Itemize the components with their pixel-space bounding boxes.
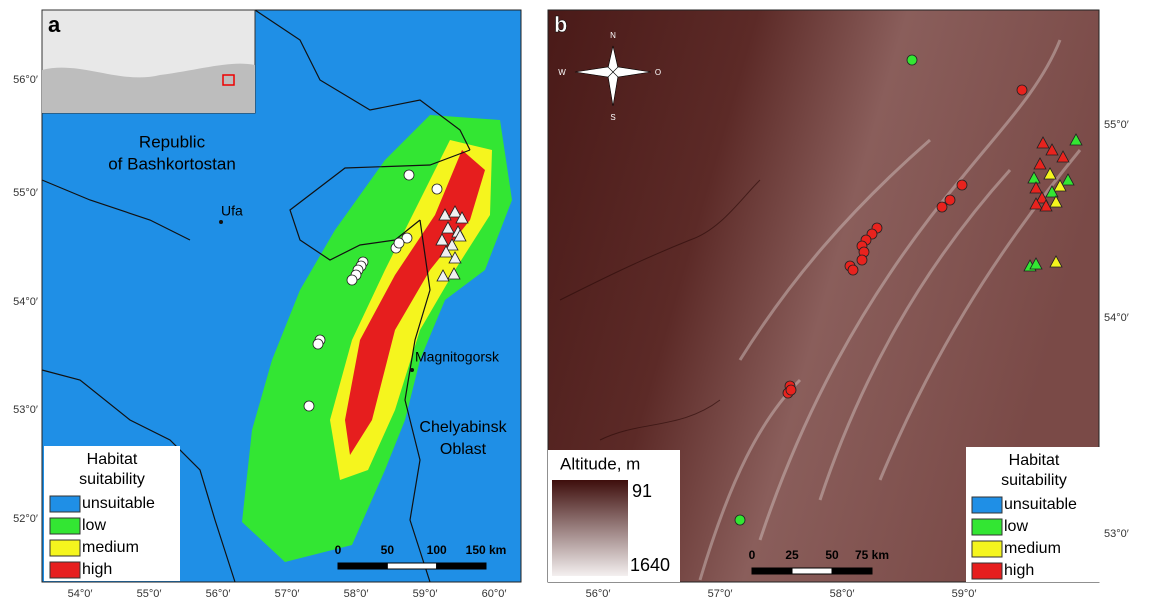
- city-dot: [219, 220, 223, 224]
- legend-swatch: [972, 497, 1002, 513]
- lat-label: 52°0′: [13, 513, 38, 525]
- city-label: Ufa: [221, 203, 243, 219]
- legend: Habitat suitability unsuitable low medium hig…: [966, 447, 1102, 582]
- circle-point: [957, 180, 967, 190]
- circle-point: [786, 385, 796, 395]
- altitude-min: 1640: [630, 555, 670, 575]
- altitude-title: Altitude, m: [560, 454, 640, 473]
- panel-label: a: [48, 12, 61, 37]
- lon-label: 55°0′: [137, 588, 162, 600]
- lon-label: 59°0′: [952, 588, 977, 600]
- lon-label: 57°0′: [275, 588, 300, 600]
- legend-swatch: [972, 541, 1002, 557]
- legend-title: Habitat: [1009, 452, 1060, 469]
- circle-point: [945, 195, 955, 205]
- legend-label: high: [82, 561, 112, 578]
- figure: a Republic of Bashkortostan Ufa Magnitog…: [0, 0, 1155, 604]
- legend-swatch: [50, 518, 80, 534]
- scale-segment: [832, 568, 872, 574]
- legend-label: high: [1004, 562, 1034, 579]
- lat-label: 53°0′: [1104, 528, 1129, 540]
- scale-label: 0: [749, 548, 756, 562]
- lat-label: 54°0′: [13, 296, 38, 308]
- legend-title: suitability: [79, 471, 145, 488]
- lon-label: 56°0′: [206, 588, 231, 600]
- scale-segment: [792, 568, 832, 574]
- city-label: Magnitogorsk: [415, 349, 500, 365]
- circle-point: [848, 265, 858, 275]
- circle-point: [1017, 85, 1027, 95]
- legend-label: unsuitable: [1004, 496, 1077, 513]
- compass-label: S: [610, 113, 615, 122]
- legend-swatch: [972, 563, 1002, 579]
- scale-label: 0: [335, 543, 342, 557]
- region-label: Chelyabinsk: [419, 419, 507, 436]
- circle-point: [394, 238, 404, 248]
- lon-label: 59°0′: [413, 588, 438, 600]
- scale-label: 25: [785, 548, 799, 562]
- scale-label: 50: [381, 543, 395, 557]
- lon-label: 58°0′: [344, 588, 369, 600]
- legend: Habitat suitability unsuitable low medium hig…: [44, 446, 180, 581]
- scale-label: 100: [427, 543, 447, 557]
- circle-point: [937, 202, 947, 212]
- legend-swatch: [50, 540, 80, 556]
- panel-b: b N W O S Altitude, m 91 1640 Habitat sui…: [548, 10, 1102, 582]
- circle-point: [735, 515, 745, 525]
- circle-point: [313, 339, 323, 349]
- legend-label: unsuitable: [82, 495, 155, 512]
- lon-label: 58°0′: [830, 588, 855, 600]
- panel-label: b: [554, 12, 567, 37]
- lat-label: 54°0′: [1104, 312, 1129, 324]
- circle-point: [304, 401, 314, 411]
- lat-label: 55°0′: [13, 187, 38, 199]
- region-label: Oblast: [440, 441, 487, 458]
- lon-label: 57°0′: [708, 588, 733, 600]
- legend-swatch: [972, 519, 1002, 535]
- circle-point: [907, 55, 917, 65]
- legend-swatch: [50, 562, 80, 578]
- scale-segment: [752, 568, 792, 574]
- circle-point: [347, 275, 357, 285]
- altitude-ramp: [552, 480, 628, 576]
- legend-title: Habitat: [87, 451, 138, 468]
- circle-point: [432, 184, 442, 194]
- compass-label: W: [558, 68, 566, 77]
- scale-segment: [338, 563, 387, 569]
- lon-label: 56°0′: [586, 588, 611, 600]
- legend-label: medium: [82, 539, 139, 556]
- lat-label: 53°0′: [13, 404, 38, 416]
- scale-label: 75 km: [855, 548, 889, 562]
- altitude-max: 91: [632, 481, 652, 501]
- legend-label: low: [82, 517, 106, 534]
- compass-label: N: [610, 31, 616, 40]
- lat-label: 56°0′: [13, 74, 38, 86]
- compass-label: O: [655, 68, 661, 77]
- legend-title: suitability: [1001, 472, 1067, 489]
- legend-label: medium: [1004, 540, 1061, 557]
- lon-label: 60°0′: [482, 588, 507, 600]
- city-dot: [410, 368, 414, 372]
- legend-swatch: [50, 496, 80, 512]
- circle-point: [404, 170, 414, 180]
- scale-label: 50: [825, 548, 839, 562]
- scale-segment: [387, 563, 436, 569]
- region-label: Republic: [139, 132, 206, 151]
- circle-point: [857, 255, 867, 265]
- lon-label: 54°0′: [68, 588, 93, 600]
- lat-label: 55°0′: [1104, 119, 1129, 131]
- region-label: of Bashkortostan: [108, 154, 236, 173]
- scale-segment: [437, 563, 486, 569]
- scale-label: 150 km: [466, 543, 507, 557]
- legend-label: low: [1004, 518, 1028, 535]
- panel-a: a Republic of Bashkortostan Ufa Magnitog…: [42, 10, 521, 582]
